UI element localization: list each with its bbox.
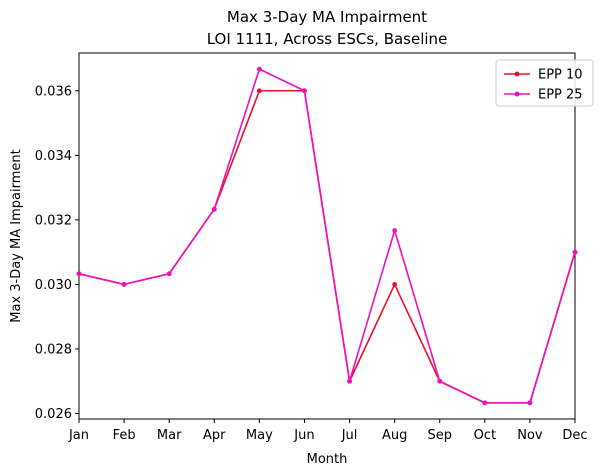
y-tick-label: 0.034 — [35, 149, 72, 164]
data-point — [482, 400, 488, 406]
legend-marker — [514, 71, 520, 77]
y-tick-label: 0.032 — [35, 213, 72, 228]
data-point — [392, 282, 398, 287]
x-tick-label: Oct — [474, 428, 496, 443]
x-tick-label: Apr — [203, 428, 226, 443]
x-axis-label: Month — [307, 452, 348, 467]
series-layer — [76, 66, 578, 406]
data-point — [166, 271, 172, 277]
y-tick-label: 0.026 — [35, 407, 72, 422]
data-point — [256, 66, 262, 72]
data-point — [572, 249, 578, 255]
data-point — [302, 88, 307, 94]
y-axis: 0.026 0.028 0.030 0.032 0.034 0.036 — [35, 84, 79, 422]
legend-item: EPP 25 — [504, 88, 583, 103]
x-tick-label: Dec — [562, 428, 587, 443]
data-point — [256, 88, 262, 94]
x-tick-label: Jan — [68, 428, 89, 443]
x-tick-label: Nov — [517, 428, 543, 443]
data-point — [437, 378, 443, 384]
data-point — [527, 400, 533, 406]
x-tick-label: Jul — [341, 428, 358, 443]
x-tick-label: May — [246, 428, 273, 443]
data-point — [392, 228, 398, 233]
data-point — [76, 271, 82, 277]
legend: EPP 10 EPP 25 — [495, 59, 594, 107]
series-epp-25 — [76, 66, 578, 406]
data-point — [211, 206, 217, 212]
x-tick-label: Aug — [382, 428, 407, 443]
y-tick-label: 0.036 — [35, 84, 72, 99]
chart-title: Max 3-Day MA Impairment — [227, 8, 427, 26]
y-tick-label: 0.028 — [35, 342, 72, 357]
x-axis: Jan Feb Mar Apr May Jun Jul Aug Sep Oct Nov Dec — [68, 419, 588, 443]
x-tick-label: Mar — [157, 428, 182, 443]
legend-label: EPP 10 — [538, 68, 583, 83]
legend-label: EPP 25 — [538, 88, 583, 103]
x-tick-label: Sep — [427, 428, 452, 443]
legend-marker — [514, 91, 520, 97]
legend-item: EPP 10 — [504, 68, 583, 83]
series-line — [78, 68, 576, 404]
y-tick-label: 0.030 — [35, 278, 72, 293]
x-tick-label: Feb — [113, 428, 136, 443]
y-axis-label: Max 3-Day MA Impairment — [9, 149, 24, 322]
chart-subtitle: LOI 1111, Across ESCs, Baseline — [207, 30, 448, 48]
data-point — [347, 378, 352, 384]
x-tick-label: Jun — [293, 428, 314, 443]
data-point — [121, 282, 127, 287]
